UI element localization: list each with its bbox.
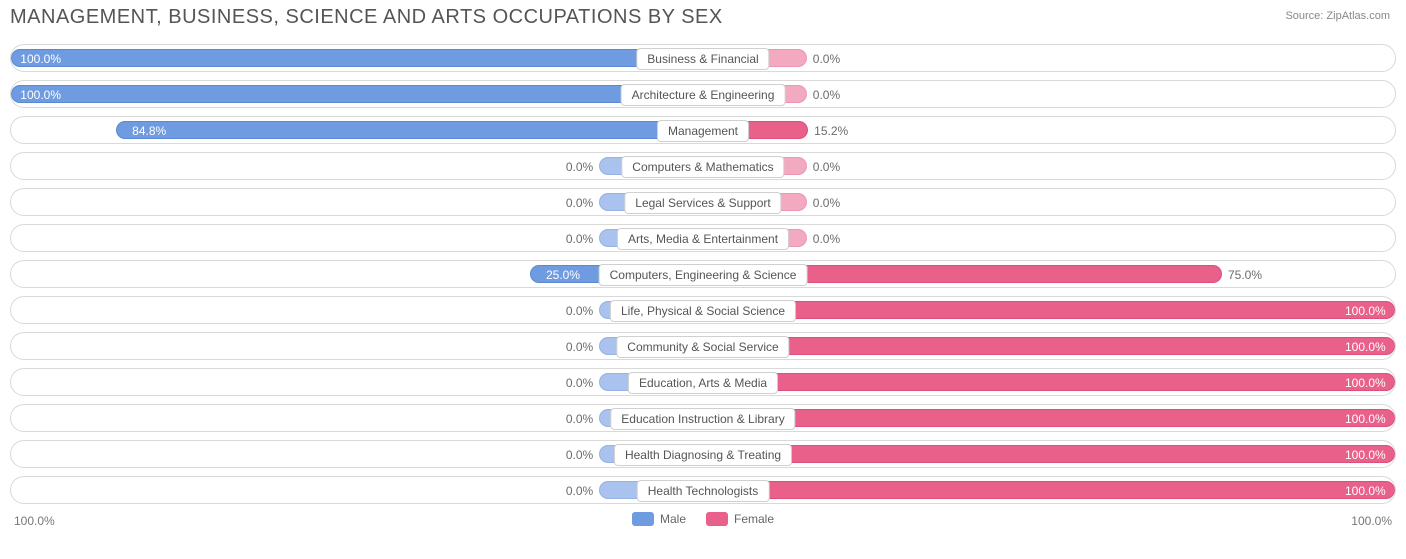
male-bar <box>116 121 703 139</box>
category-label: Legal Services & Support <box>624 192 781 214</box>
chart-row: 0.0% 100.0% Life, Physical & Social Scienc… <box>10 296 1396 324</box>
category-label: Architecture & Engineering <box>621 84 786 106</box>
female-value-label: 100.0% <box>1345 441 1386 468</box>
male-bar <box>11 49 703 67</box>
legend-item-female: Female <box>706 512 774 526</box>
female-value-label: 15.2% <box>814 117 848 144</box>
female-bar <box>703 337 1395 355</box>
category-label: Education Instruction & Library <box>610 408 795 430</box>
chart-row: 0.0% 100.0% Community & Social Service <box>10 332 1396 360</box>
category-label: Arts, Media & Entertainment <box>617 228 789 250</box>
category-label: Education, Arts & Media <box>628 372 778 394</box>
female-value-label: 0.0% <box>813 189 840 216</box>
female-value-label: 75.0% <box>1228 261 1262 288</box>
male-value-label: 0.0% <box>566 153 593 180</box>
source-label: Source: <box>1285 10 1323 22</box>
chart-row: 0.0% 0.0% Computers & Mathematics <box>10 152 1396 180</box>
chart-row: 0.0% 100.0% Health Technologists <box>10 476 1396 504</box>
category-label: Health Diagnosing & Treating <box>614 444 792 466</box>
female-value-label: 100.0% <box>1345 369 1386 396</box>
female-bar <box>703 373 1395 391</box>
chart-row: 25.0% 75.0% Computers, Engineering & Scien… <box>10 260 1396 288</box>
female-value-label: 0.0% <box>813 153 840 180</box>
source-attribution: Source: ZipAtlas.com <box>1285 10 1390 22</box>
female-bar <box>703 301 1395 319</box>
male-value-label: 0.0% <box>566 189 593 216</box>
chart-row: 0.0% 0.0% Arts, Media & Entertainment <box>10 224 1396 252</box>
axis-tick-right: 100.0% <box>1351 514 1392 528</box>
category-label: Life, Physical & Social Science <box>610 300 796 322</box>
female-value-label: 100.0% <box>1345 405 1386 432</box>
male-value-label: 0.0% <box>566 477 593 504</box>
source-value: ZipAtlas.com <box>1326 10 1390 22</box>
chart-row: 0.0% 100.0% Education Instruction & Librar… <box>10 404 1396 432</box>
female-value-label: 0.0% <box>813 225 840 252</box>
male-value-label: 0.0% <box>566 333 593 360</box>
male-value-label: 0.0% <box>566 297 593 324</box>
legend-swatch-female <box>706 512 728 526</box>
legend-item-male: Male <box>632 512 686 526</box>
category-label: Computers, Engineering & Science <box>599 264 808 286</box>
chart-row: 0.0% 100.0% Health Diagnosing & Treating <box>10 440 1396 468</box>
male-value-label: 100.0% <box>20 45 61 72</box>
category-label: Computers & Mathematics <box>621 156 784 178</box>
male-value-label: 0.0% <box>566 405 593 432</box>
category-label: Management <box>657 120 749 142</box>
female-value-label: 0.0% <box>813 45 840 72</box>
legend-label-male: Male <box>660 512 686 526</box>
male-value-label: 25.0% <box>546 261 580 288</box>
chart-title: MANAGEMENT, BUSINESS, SCIENCE AND ARTS O… <box>10 6 723 29</box>
male-value-label: 100.0% <box>20 81 61 108</box>
legend: Male Female <box>632 512 774 526</box>
chart-row: 100.0% 0.0% Business & Financial <box>10 44 1396 72</box>
male-value-label: 0.0% <box>566 225 593 252</box>
category-label: Community & Social Service <box>616 336 789 358</box>
category-label: Business & Financial <box>636 48 769 70</box>
female-value-label: 100.0% <box>1345 477 1386 504</box>
chart-row: 100.0% 0.0% Architecture & Engineering <box>10 80 1396 108</box>
female-bar <box>703 481 1395 499</box>
female-bar <box>703 409 1395 427</box>
male-bar <box>11 85 703 103</box>
chart-row: 0.0% 0.0% Legal Services & Support <box>10 188 1396 216</box>
male-value-label: 0.0% <box>566 369 593 396</box>
female-bar <box>703 445 1395 463</box>
female-value-label: 100.0% <box>1345 333 1386 360</box>
axis-tick-left: 100.0% <box>14 514 55 528</box>
legend-swatch-male <box>632 512 654 526</box>
chart-row: 84.8% 15.2% Management <box>10 116 1396 144</box>
female-value-label: 100.0% <box>1345 297 1386 324</box>
chart-rows: 100.0%0.0%Business & Financial100.0%0.0%… <box>10 44 1396 512</box>
occupations-by-sex-chart: MANAGEMENT, BUSINESS, SCIENCE AND ARTS O… <box>0 0 1406 559</box>
male-value-label: 0.0% <box>566 441 593 468</box>
category-label: Health Technologists <box>637 480 770 502</box>
chart-row: 0.0% 100.0% Education, Arts & Media <box>10 368 1396 396</box>
legend-label-female: Female <box>734 512 774 526</box>
female-value-label: 0.0% <box>813 81 840 108</box>
male-value-label: 84.8% <box>132 117 166 144</box>
